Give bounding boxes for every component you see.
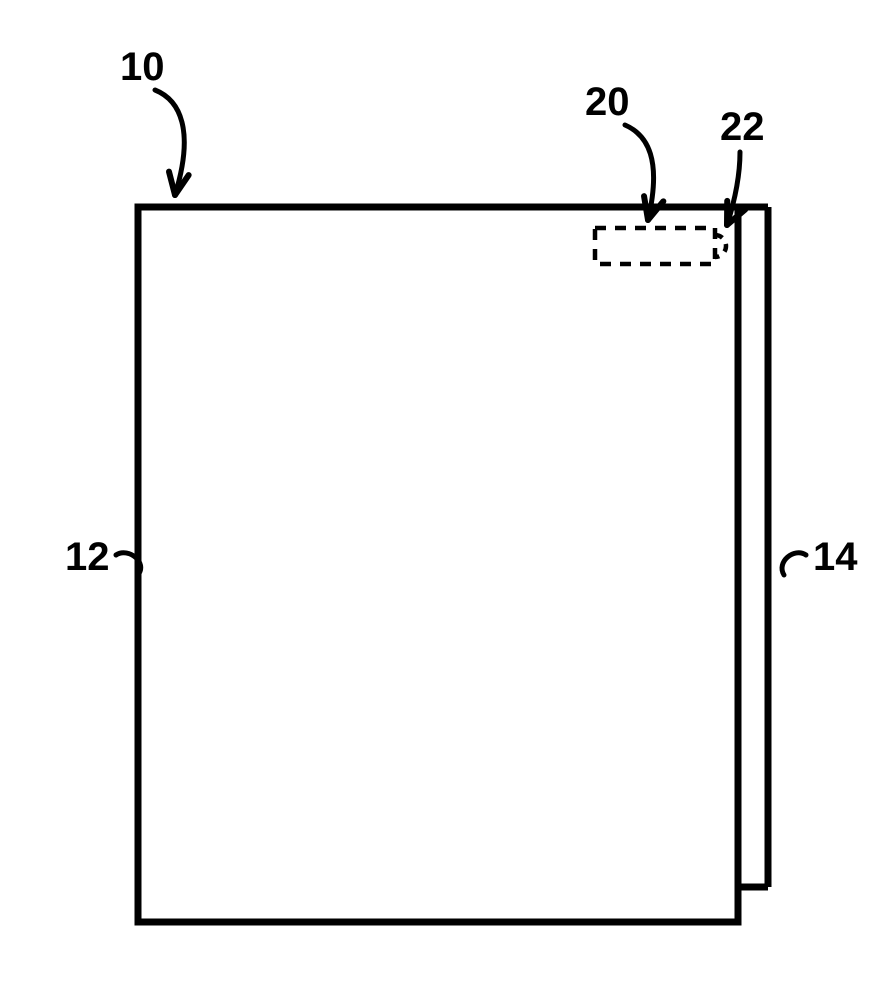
label-20: 20 <box>585 80 630 124</box>
leader-lines <box>116 90 806 575</box>
main-body <box>138 207 738 922</box>
label-22: 22 <box>720 105 765 149</box>
battery-module <box>595 228 726 264</box>
label-10: 10 <box>120 45 165 89</box>
diagram-canvas: 10 20 22 12 14 <box>0 0 887 1000</box>
label-14: 14 <box>813 535 858 579</box>
side-panel <box>738 207 768 887</box>
label-12: 12 <box>65 535 110 579</box>
